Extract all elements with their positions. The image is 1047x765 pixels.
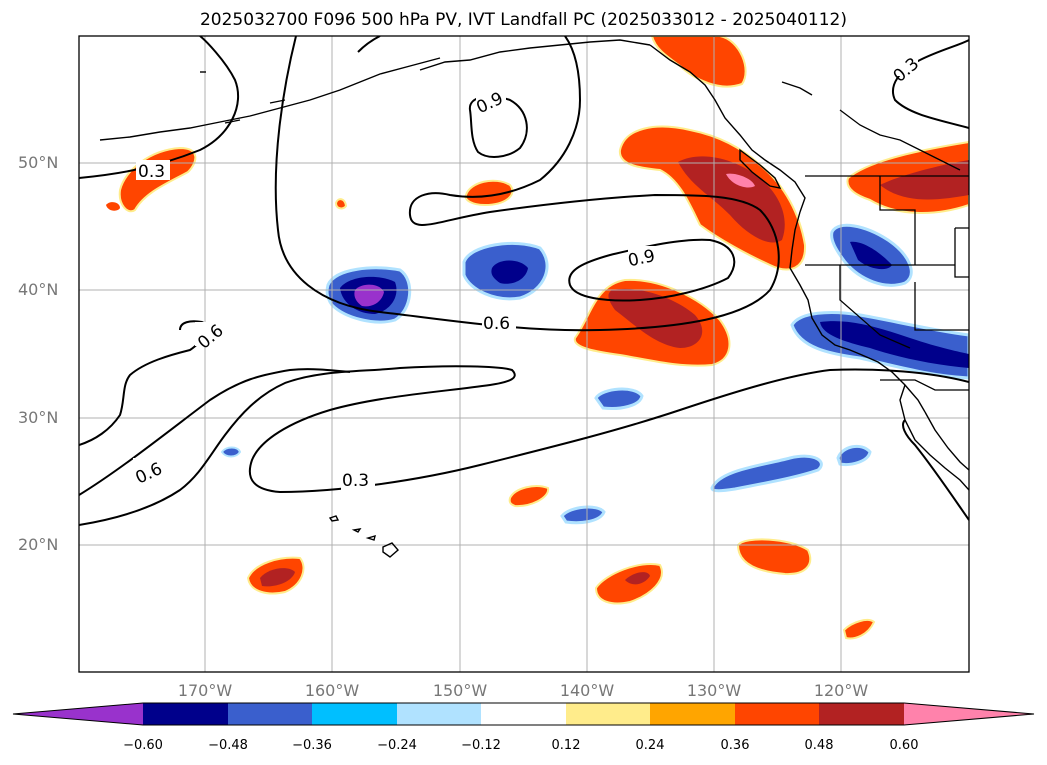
lat-label: 50°N [18,153,59,172]
colorbar-bin [735,703,819,725]
negative-anomaly-blob [594,387,644,410]
colorbar-extend-high [904,703,1034,725]
colorbar-bin [819,703,904,725]
graticule [79,36,969,672]
colorbar-tick-label: 0.60 [889,738,919,753]
colorbar-tick-label: −0.24 [377,738,417,753]
coastline [99,39,969,558]
negative-anomaly-blob [462,241,549,301]
colorbar-bin [143,703,228,725]
lon-label: 130°W [686,681,742,700]
negative-anomaly-blob [790,223,969,380]
negative-anomaly-blob [836,444,872,466]
colorbar-tick-label: 0.24 [635,738,665,753]
colorbar-tick-label: 0.36 [720,738,750,753]
positive-anomaly-blob [846,140,969,214]
colorbar-bin [228,703,312,725]
lon-label: 150°W [432,681,488,700]
positive-anomaly-blob [842,619,876,640]
colorbar [12,702,1035,726]
colorbar-bin [566,703,650,725]
map-title: 2025032700 F096 500 hPa PV, IVT Landfall… [199,10,847,30]
lat-label: 40°N [18,280,59,299]
colorbar-bin [312,703,397,725]
colorbar-tick-label: −0.48 [208,738,248,753]
colorbar-tick-label: 0.48 [804,738,834,753]
map-frame [78,35,970,673]
positive-anomaly-blob [594,563,663,605]
lat-label: 20°N [18,535,59,554]
colorbar-outline [12,702,1035,726]
colorbar-extend-low [13,703,143,725]
positive-anomaly-blob [650,36,747,88]
negative-anomaly-blob [560,505,606,525]
positive-anomaly-blob [736,538,812,576]
colorbar-tick-label: −0.36 [292,738,332,753]
lat-label: 30°N [18,408,59,427]
pv-contours [79,36,969,526]
colorbar-bin [481,703,566,725]
lon-label: 140°W [559,681,615,700]
positive-anomaly-blob [508,485,550,508]
colorbar-bin [397,703,481,725]
positive-anomaly-blob [246,556,305,595]
positive-anomaly-blob [464,179,514,207]
colorbar-tick-label: −0.12 [461,738,501,753]
positive-anomaly-blob [334,198,348,210]
colorbar-tick-label: −0.60 [123,738,163,753]
colorbar-bin [650,703,735,725]
lon-label: 160°W [304,681,360,700]
lon-label: 170°W [177,681,233,700]
negative-anomaly-blob [220,446,242,458]
positive-anomaly-blob [573,278,731,367]
colorbar-tick-label: 0.12 [551,738,581,753]
negative-anomaly-blob [710,454,823,493]
lon-label: 120°W [813,681,869,700]
borders [805,109,969,391]
